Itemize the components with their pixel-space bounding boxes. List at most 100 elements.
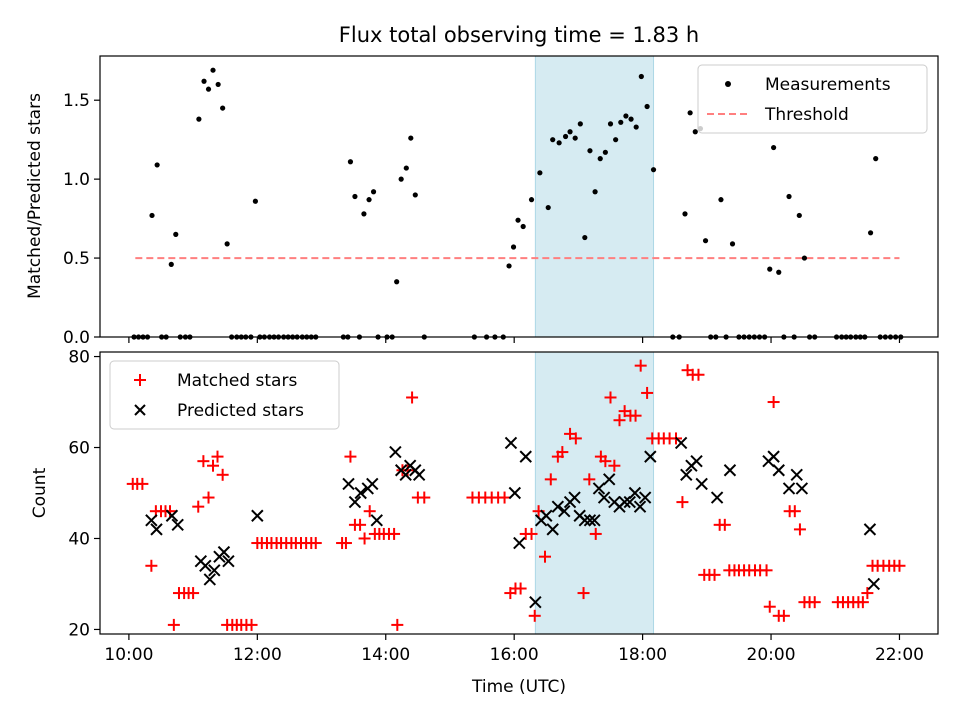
predicted-star-point bbox=[150, 523, 163, 536]
predicted-star-point bbox=[618, 495, 631, 509]
matched-star-point bbox=[167, 618, 180, 631]
predicted-star-point bbox=[603, 473, 616, 486]
observing-window-span bbox=[534, 55, 655, 338]
matched-star-point bbox=[514, 582, 527, 595]
matched-star-point bbox=[406, 391, 419, 404]
matched-star-point bbox=[676, 496, 689, 509]
measurement-point bbox=[718, 197, 724, 203]
legend-matched-marker bbox=[134, 374, 146, 386]
predicted-star-point bbox=[412, 468, 426, 482]
x-axis-label: Time (UTC) bbox=[471, 677, 566, 697]
ratio-legend-box bbox=[697, 64, 928, 134]
matched-star-point bbox=[856, 596, 869, 609]
measurement-point bbox=[168, 261, 174, 267]
x-tick-label: 12:00 bbox=[233, 645, 282, 665]
predicted-star-point bbox=[540, 509, 553, 522]
predicted-star-point bbox=[171, 518, 184, 532]
y-tick-label: 20 bbox=[68, 620, 90, 640]
predicted-star-point bbox=[203, 573, 217, 586]
measurement-point bbox=[210, 67, 216, 73]
predicted-star-point bbox=[251, 509, 264, 522]
measurement-point bbox=[201, 78, 207, 84]
measurement-point bbox=[613, 137, 619, 143]
measurement-point bbox=[398, 176, 404, 182]
predicted-star-point bbox=[354, 486, 367, 500]
matched-star-point bbox=[569, 432, 582, 445]
predicted-star-point bbox=[145, 514, 158, 527]
predicted-star-point bbox=[222, 555, 235, 568]
measurement-point bbox=[592, 189, 598, 195]
count-legend-box bbox=[109, 360, 340, 430]
matched-star-point bbox=[718, 518, 731, 531]
x-tick-label: 18:00 bbox=[618, 645, 667, 665]
matched-star-point bbox=[363, 505, 376, 518]
predicted-star-point bbox=[546, 523, 559, 536]
measurement-point bbox=[801, 255, 808, 261]
matched-star-point bbox=[793, 523, 806, 536]
legend-predicted-marker bbox=[134, 404, 146, 416]
matched-stars-points bbox=[126, 359, 906, 631]
measurement-point bbox=[771, 144, 777, 151]
measurement-point bbox=[702, 238, 709, 244]
predicted-star-point bbox=[342, 477, 355, 491]
predicted-star-point bbox=[165, 509, 179, 522]
predicted-star-point bbox=[513, 536, 526, 550]
x-tick-label: 22:00 bbox=[875, 645, 924, 665]
predicted-star-point bbox=[690, 454, 703, 468]
measurement-point bbox=[786, 193, 792, 200]
measurement-point bbox=[687, 110, 693, 116]
matched-star-point bbox=[544, 473, 557, 486]
matched-star-point bbox=[760, 564, 773, 577]
count-y-axis-label: Count bbox=[30, 467, 50, 518]
matched-star-point bbox=[309, 537, 322, 550]
predicted-star-point bbox=[217, 545, 231, 559]
y-tick-label: 60 bbox=[68, 439, 90, 459]
y-tick-label: 80 bbox=[68, 348, 90, 368]
matched-star-point bbox=[245, 618, 258, 631]
y-tick-label: 0.5 bbox=[63, 249, 90, 269]
predicted-star-point bbox=[628, 486, 642, 500]
matched-star-point bbox=[613, 414, 626, 427]
measurement-point bbox=[370, 189, 377, 195]
measurement-point bbox=[506, 263, 512, 269]
predicted-star-point bbox=[588, 514, 601, 527]
measurement-point bbox=[644, 103, 650, 110]
measurement-point bbox=[587, 148, 593, 154]
matched-star-point bbox=[861, 587, 874, 600]
predicted-star-point bbox=[199, 559, 212, 572]
matched-star-point bbox=[339, 537, 352, 550]
matched-star-point bbox=[777, 609, 790, 622]
predicted-star-point bbox=[767, 450, 780, 463]
measurement-point bbox=[220, 105, 226, 111]
predicted-star-point bbox=[551, 500, 565, 513]
measurement-point bbox=[352, 193, 358, 200]
measurement-point bbox=[562, 133, 569, 140]
predicted-star-point bbox=[795, 482, 809, 495]
matched-star-point bbox=[391, 618, 404, 631]
legend-matched-label: Matched stars bbox=[177, 371, 297, 391]
predicted-star-point bbox=[680, 468, 693, 482]
measurement-point bbox=[215, 81, 221, 88]
matched-star-point bbox=[344, 450, 357, 463]
matched-star-point bbox=[136, 477, 149, 490]
measurement-point bbox=[520, 223, 526, 230]
predicted-star-point bbox=[583, 514, 597, 527]
measurement-point bbox=[682, 211, 688, 217]
measurement-point bbox=[205, 86, 212, 92]
y-tick-label: 40 bbox=[68, 529, 90, 549]
matched-star-point bbox=[808, 596, 821, 609]
matched-star-point bbox=[202, 491, 215, 504]
measurement-point bbox=[623, 113, 629, 119]
x-tick-label: 16:00 bbox=[490, 645, 539, 665]
predicted-star-point bbox=[578, 514, 592, 527]
matched-star-point bbox=[211, 450, 224, 463]
measurement-point bbox=[347, 159, 354, 165]
matched-star-point bbox=[354, 518, 367, 531]
legend-predicted-label: Predicted stars bbox=[177, 401, 304, 421]
measurement-point bbox=[149, 212, 155, 219]
measurement-point bbox=[633, 124, 639, 130]
matched-star-point bbox=[197, 455, 210, 468]
matched-star-point bbox=[556, 446, 569, 459]
matched-star-point bbox=[599, 455, 612, 468]
